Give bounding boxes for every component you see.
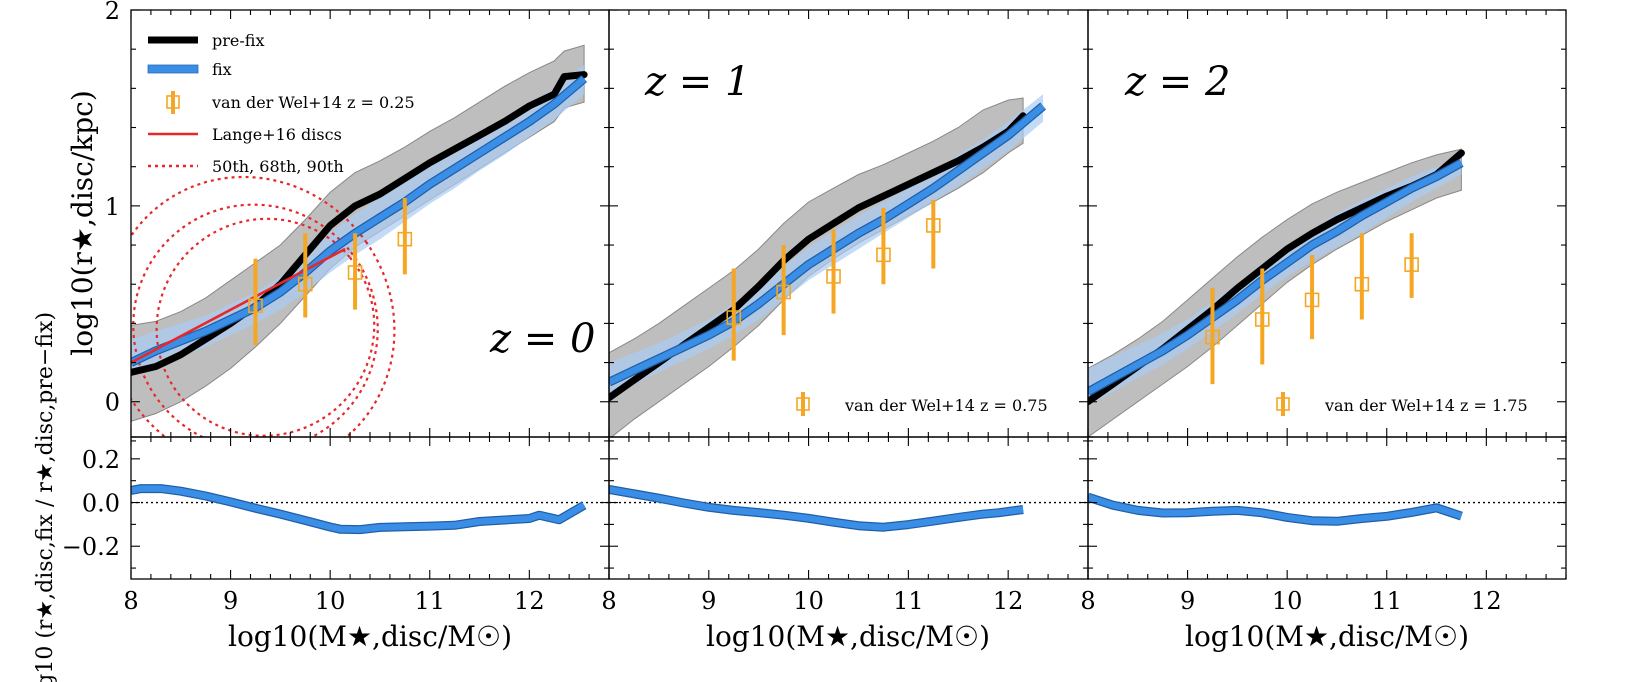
x-axis-title-1: log10(M★,disc/M☉)	[228, 620, 512, 653]
legend-vdw-z2: van der Wel+14 z = 1.75	[1276, 392, 1528, 416]
y-axis-title-bottom: log10 (r★,disc,fix / r★,disc,pre−fix)	[33, 312, 58, 682]
vdw-point	[726, 310, 742, 325]
y-tick-label-top: 1	[105, 193, 120, 221]
fix-median-line	[1088, 159, 1463, 395]
lange-contour-2	[131, 175, 396, 437]
legend-label-lange: Lange+16 discs	[212, 125, 342, 144]
y-tick-label-top: 0	[105, 389, 120, 417]
ratio-line	[1088, 494, 1463, 525]
bottom-panel-0-data	[131, 484, 609, 535]
x-axis-title-2: log10(M★,disc/M☉)	[706, 620, 990, 653]
top-panel-1-data	[609, 94, 1046, 437]
bottom-panel-2-data	[1088, 492, 1566, 526]
panel-label-z0: z = 0	[489, 316, 595, 362]
vdw-point	[397, 231, 413, 247]
y-tick-label-bottom: 0.0	[82, 490, 120, 518]
legend-label-vdw: van der Wel+14 z = 0.25	[211, 93, 415, 112]
legend-label-prefix: pre-fix	[212, 31, 264, 50]
y-tick-label-bottom: 0.2	[82, 446, 120, 474]
legend-vdw-z1-marker	[796, 397, 810, 411]
vdw-point	[1304, 292, 1320, 308]
x-tick-label: 12	[993, 587, 1024, 615]
ratio-line	[609, 486, 1024, 531]
vdw-point	[248, 298, 263, 314]
fix-median-line	[609, 103, 1046, 386]
x-tick-label: 10	[1272, 587, 1303, 615]
legend-vdw-z1-label: van der Wel+14 z = 0.75	[844, 396, 1048, 415]
x-tick-label: 9	[223, 587, 238, 615]
legend-swatch-vdw-marker	[166, 95, 180, 109]
x-tick-label: 11	[893, 587, 924, 615]
x-tick-label: 10	[793, 587, 824, 615]
lange-contour-1	[132, 203, 379, 437]
bottom-panel-1-data	[609, 484, 1088, 532]
x-tick-label: 8	[1080, 587, 1095, 615]
y-axis-title-top: log10(r★,disc/kpc)	[66, 90, 99, 356]
vdw-point	[826, 269, 841, 284]
vdw-point	[776, 284, 791, 300]
lange-relation-line	[131, 247, 346, 364]
x-tick-label: 11	[1371, 587, 1402, 615]
bottom-panel-0-frame	[130, 436, 610, 580]
x-tick-label: 12	[1471, 587, 1502, 615]
x-tick-label: 12	[514, 587, 545, 615]
prefix-median-line	[131, 71, 588, 376]
legend-vdw-z2-label: van der Wel+14 z = 1.75	[1324, 396, 1528, 415]
vdw-point	[1205, 329, 1220, 345]
vdw-point	[1354, 276, 1370, 292]
vdw-point	[297, 276, 313, 292]
x-tick-label: 11	[414, 587, 445, 615]
legend-label-contours: 50th, 68th, 90th	[212, 157, 344, 176]
x-tick-label: 10	[315, 587, 346, 615]
y-tick-label-bottom: −0.2	[62, 533, 120, 561]
vdw-point	[1254, 312, 1270, 327]
vdw-point	[347, 265, 363, 280]
bottom-panel-2-frame	[1087, 436, 1567, 580]
panel-label-z1: z = 1	[644, 59, 750, 105]
vdw-point	[876, 247, 891, 263]
x-tick-label: 8	[123, 587, 138, 615]
vdw-point	[1404, 257, 1419, 272]
plot-layer	[131, 44, 1566, 535]
x-tick-label: 9	[701, 587, 716, 615]
legend-swatch-fix	[147, 64, 199, 74]
ratio-line	[131, 485, 586, 533]
top-panel-0-data	[131, 44, 588, 437]
legend: pre-fix fix van der Wel+14 z = 0.25 Lang…	[147, 31, 415, 176]
x-tick-label: 9	[1180, 587, 1195, 615]
x-axis-title-3: log10(M★,disc/M☉)	[1185, 620, 1469, 653]
lange-contour-0	[155, 217, 376, 437]
top-panel-2-data	[1088, 148, 1465, 437]
y-tick-label-top: 2	[105, 0, 120, 25]
x-tick-label: 8	[601, 587, 616, 615]
legend-vdw-z1: van der Wel+14 z = 0.75	[796, 392, 1048, 416]
legend-label-fix: fix	[212, 60, 232, 79]
legend-vdw-z2-marker	[1276, 397, 1290, 411]
vdw-point	[926, 218, 941, 233]
panel-label-z2: z = 2	[1124, 59, 1230, 105]
